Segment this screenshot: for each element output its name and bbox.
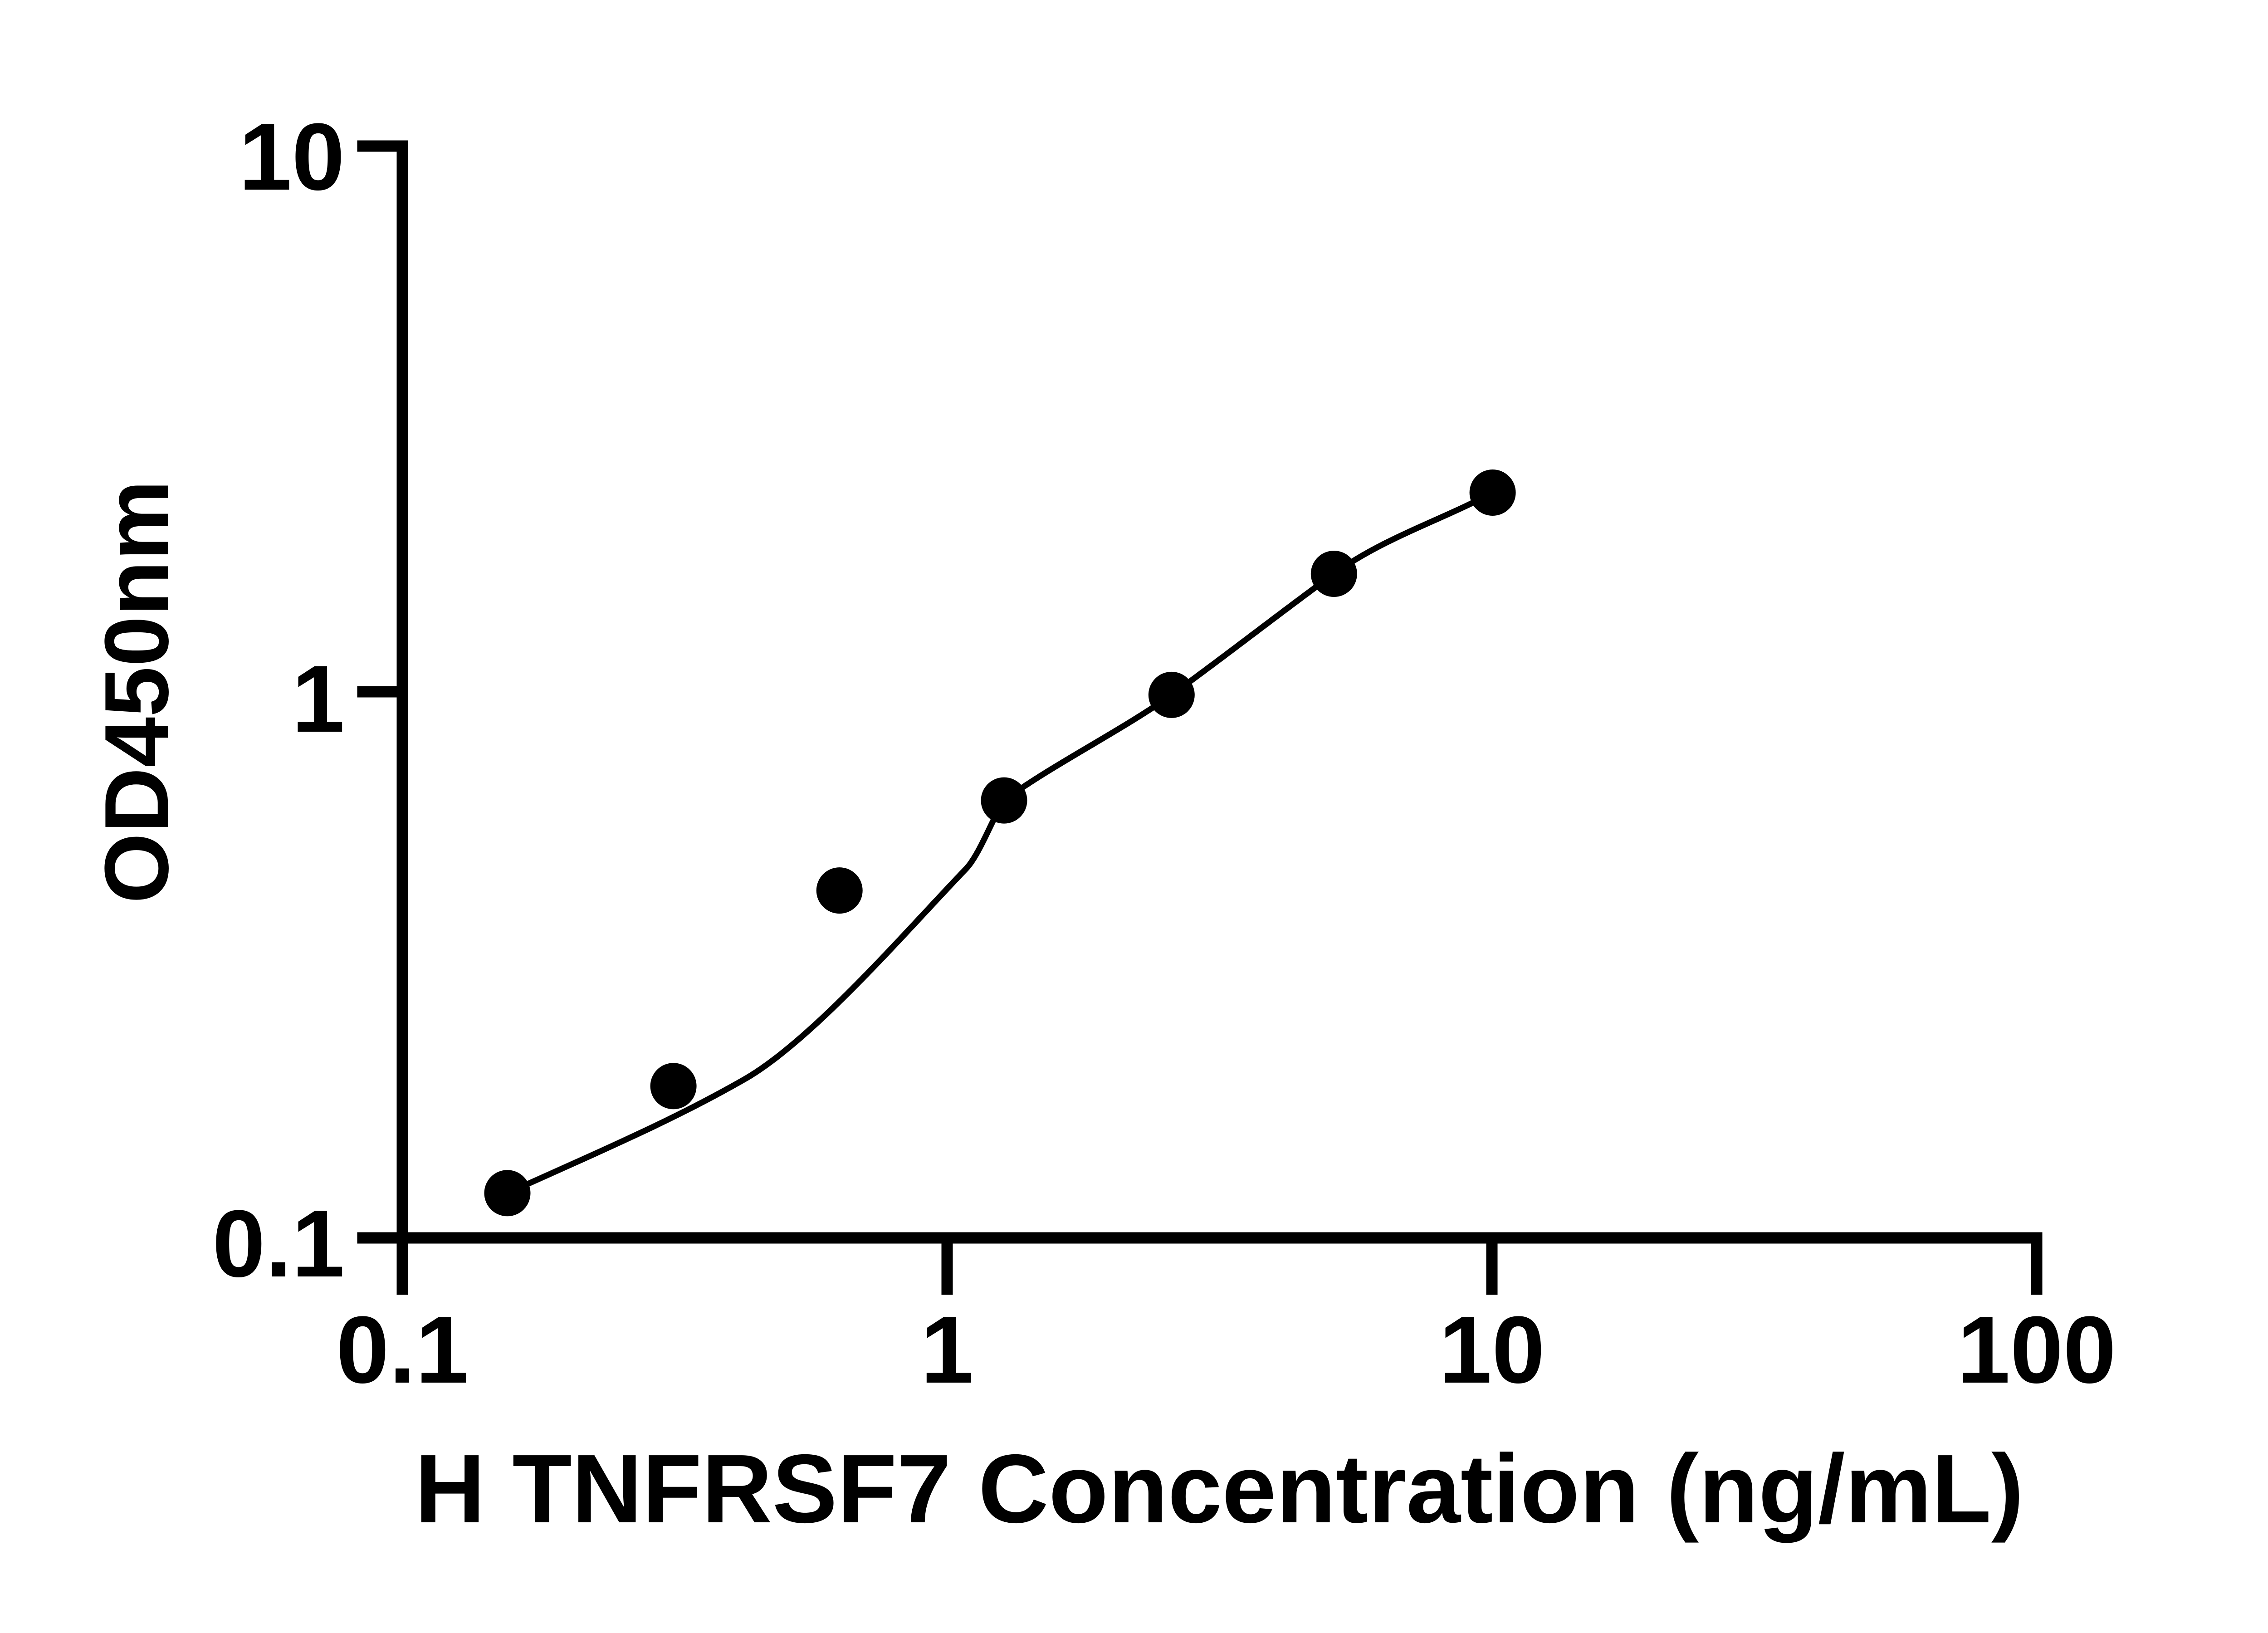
svg-text:H TNFRSF7 Concentration (ng/mL: H TNFRSF7 Concentration (ng/mL) [415,1434,2024,1543]
svg-text:0.1: 0.1 [336,1296,469,1403]
svg-text:1: 1 [921,1296,974,1403]
svg-text:100: 100 [1957,1296,2116,1403]
svg-text:OD450nm: OD450nm [86,480,187,904]
svg-text:0.1: 0.1 [212,1190,345,1297]
svg-text:10: 10 [1439,1296,1545,1403]
svg-text:10: 10 [239,103,345,210]
svg-text:1: 1 [292,645,345,752]
